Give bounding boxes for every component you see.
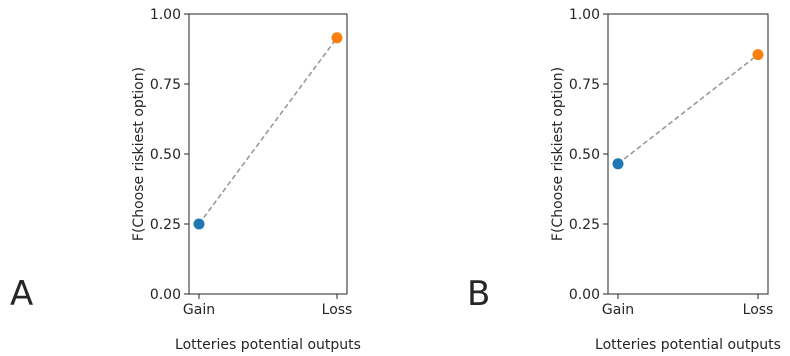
panel-b-plot: 0.00 0.25 0.50 0.75 1.00 Gain Loss xyxy=(569,7,774,318)
panel-a-series-line xyxy=(198,37,338,225)
panel-b-xtick-label: Gain xyxy=(602,302,634,318)
panel-a-ytick-label: 0.50 xyxy=(150,147,181,163)
panel-a-ytick-label: 0.00 xyxy=(150,287,181,303)
panel-a-ytick-label: 1.00 xyxy=(150,7,181,23)
panel-a-letter: A xyxy=(10,274,33,314)
panel-b-ytick-label: 0.25 xyxy=(569,217,600,233)
panel-a-ytick-label: 0.25 xyxy=(150,217,181,233)
panel-a-xlabel: Lotteries potential outputs xyxy=(175,337,361,353)
panel-a-point-gain xyxy=(193,218,205,230)
panel-a-xtick-label: Loss xyxy=(322,302,353,318)
panel-a-ytick-label: 0.75 xyxy=(150,77,181,93)
panel-b: B F(Choose riskiest option) Lotteries po… xyxy=(467,7,781,353)
panel-a-ylabel: F(Choose riskiest option) xyxy=(131,67,147,241)
panel-b-point-loss xyxy=(752,49,764,61)
panel-b-point-gain xyxy=(612,158,624,170)
panel-b-ytick-label: 0.75 xyxy=(569,77,600,93)
panel-a-point-loss xyxy=(331,32,343,44)
panel-b-ylabel: F(Choose riskiest option) xyxy=(550,67,566,241)
panel-b-series-line xyxy=(617,53,759,165)
panel-a: A F(Choose riskiest option) Lotteries po… xyxy=(10,7,361,353)
panel-b-xlabel: Lotteries potential outputs xyxy=(595,337,781,353)
panel-b-xtick-label: Loss xyxy=(743,302,774,318)
panel-a-plot: 0.00 0.25 0.50 0.75 1.00 Gain Loss xyxy=(150,7,353,318)
panel-b-ytick-label: 0.00 xyxy=(569,287,600,303)
panel-b-axes-frame xyxy=(607,13,769,295)
panel-b-letter: B xyxy=(467,274,490,314)
panel-a-xtick-label: Gain xyxy=(183,302,215,318)
panel-b-ytick-label: 0.50 xyxy=(569,147,600,163)
panel-b-ytick-label: 1.00 xyxy=(569,7,600,23)
